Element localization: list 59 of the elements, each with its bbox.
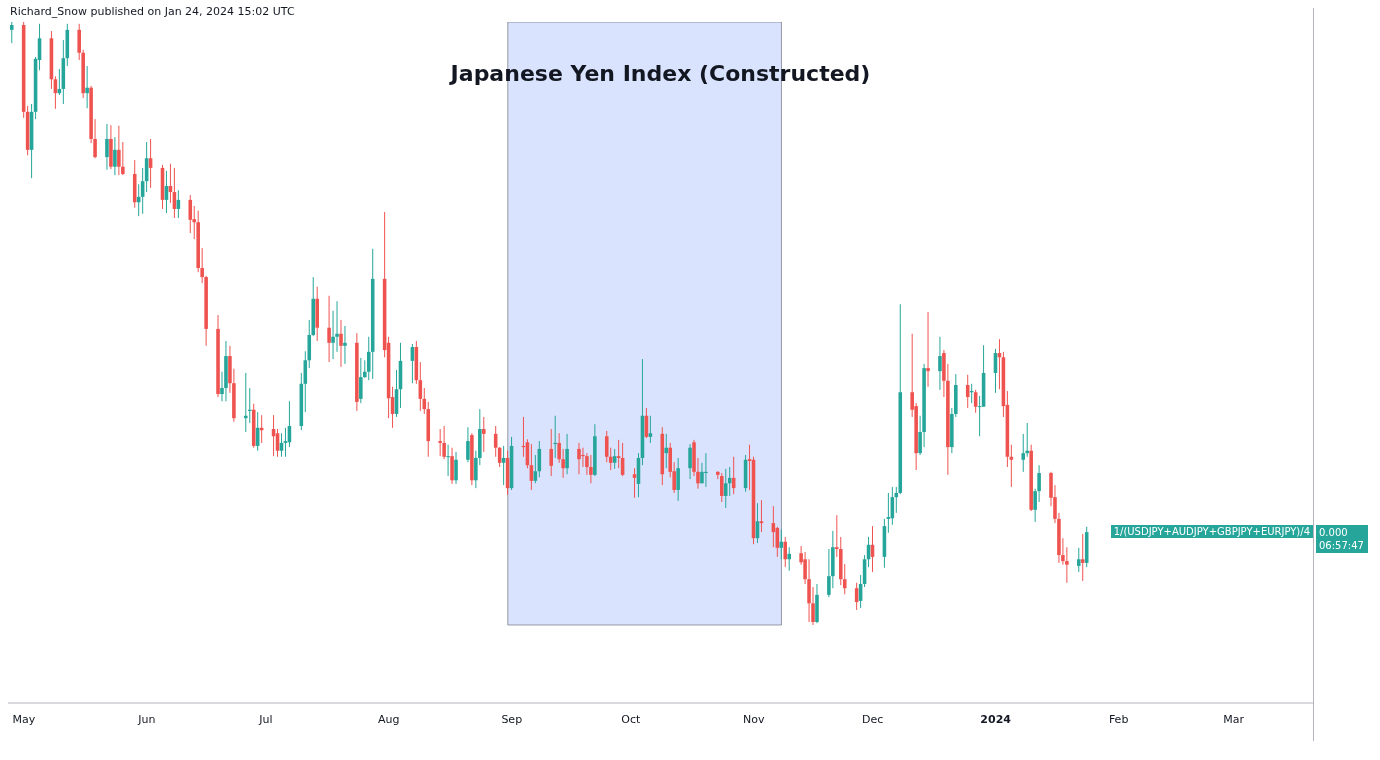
candlestick <box>113 136 117 176</box>
x-tick-label: Nov <box>742 713 765 726</box>
candlestick <box>549 428 554 477</box>
candlestick <box>343 325 347 365</box>
x-tick-label: Aug <box>378 713 400 726</box>
candlestick <box>1076 547 1081 573</box>
x-tick-label: Jun <box>137 713 156 726</box>
candlestick <box>442 425 446 460</box>
candlestick <box>926 311 930 388</box>
candlestick <box>247 387 252 424</box>
x-tick-label: Sep <box>501 713 523 726</box>
candlestick <box>105 123 109 171</box>
candlestick <box>688 443 692 480</box>
x-tick-label: Feb <box>1108 713 1129 726</box>
annotation: 1/(USDJPY+AUDJPY+GBPJPY+EURJPY)/4 <box>1110 525 1313 538</box>
candlestick <box>446 444 450 477</box>
x-tick-label: Mar <box>1223 713 1245 726</box>
candlestick <box>759 499 764 533</box>
candlestick <box>1021 433 1026 473</box>
candlestick <box>589 454 593 484</box>
x-tick-label: Dec <box>862 713 884 726</box>
candlestick <box>704 452 708 488</box>
candlestick <box>779 529 784 560</box>
candlestick <box>676 457 680 502</box>
candlestick <box>188 194 193 234</box>
candlestick <box>886 492 891 534</box>
candlestick <box>648 415 653 444</box>
candlestick <box>727 466 732 497</box>
candlestick <box>616 439 621 469</box>
candlestick <box>466 426 470 463</box>
candlestick <box>720 472 724 503</box>
candlestick <box>117 125 121 176</box>
candlestick <box>787 546 791 572</box>
candlestick <box>454 451 458 485</box>
candlestick <box>9 22 14 44</box>
candlestick <box>482 416 486 453</box>
x-tick-label: Jul <box>258 713 273 726</box>
candlestick <box>553 415 557 459</box>
candlestick <box>438 428 442 457</box>
text: Japanese Yen Index (Constructed) <box>448 61 872 86</box>
candlestick <box>283 427 288 458</box>
x-tick-label: May <box>12 713 36 726</box>
candlestick <box>359 357 363 404</box>
candlestick <box>632 467 637 499</box>
candlestick <box>723 468 728 509</box>
candlestick <box>339 319 343 368</box>
candlestick <box>327 295 331 363</box>
candlestick <box>1080 533 1085 582</box>
candlestick <box>938 336 942 391</box>
candlestick <box>783 536 788 568</box>
text: 06:57:47 <box>1319 539 1365 552</box>
text: Richard_Snow published on Jan 24, 2024 15:02 UTC <box>10 5 295 18</box>
x-tick-label: 2024 <box>980 713 1012 726</box>
candlestick <box>577 442 581 475</box>
x-tick-label: Oct <box>621 713 641 726</box>
candlestick <box>85 65 89 109</box>
candlestick <box>565 433 569 475</box>
text: 0.000 <box>1319 526 1349 539</box>
candlestick <box>664 433 669 469</box>
